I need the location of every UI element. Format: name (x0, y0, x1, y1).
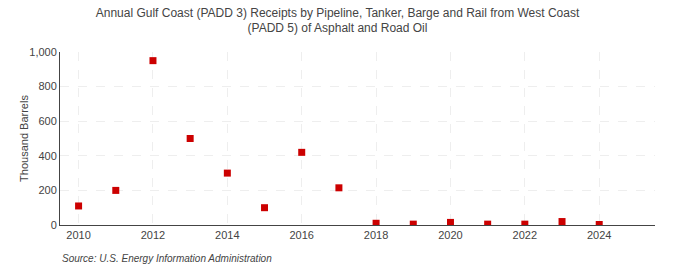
svg-text:2022: 2022 (513, 229, 537, 241)
svg-text:Annual Gulf Coast (PADD 3) Rec: Annual Gulf Coast (PADD 3) Receipts by P… (96, 6, 580, 36)
svg-text:2012: 2012 (141, 229, 165, 241)
svg-text:200: 200 (38, 184, 56, 196)
svg-text:Thousand Barrels: Thousand Barrels (18, 95, 30, 182)
svg-text:600: 600 (38, 115, 56, 127)
svg-text:0: 0 (51, 219, 57, 231)
svg-text:400: 400 (38, 150, 56, 162)
svg-text:2020: 2020 (438, 229, 462, 241)
svg-text:2016: 2016 (289, 229, 313, 241)
svg-text:Source: U.S. Energy Informatio: Source: U.S. Energy Information Administ… (62, 253, 272, 264)
svg-text:2018: 2018 (364, 229, 388, 241)
svg-text:800: 800 (38, 80, 56, 92)
svg-text:2014: 2014 (215, 229, 239, 241)
svg-text:2024: 2024 (587, 229, 611, 241)
svg-text:1,000: 1,000 (29, 46, 57, 58)
svg-text:2010: 2010 (66, 229, 90, 241)
